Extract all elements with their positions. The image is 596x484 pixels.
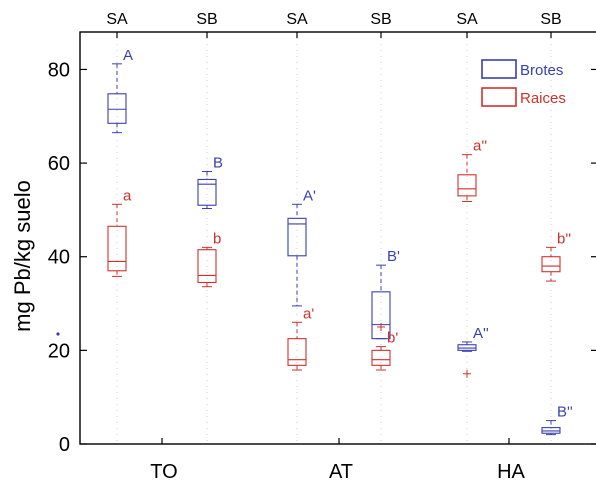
stray-dot [56, 332, 60, 336]
box: a [107, 187, 132, 277]
box-iqr [107, 225, 127, 272]
subgroup-label: SB [370, 11, 391, 28]
legend: Brotes Raices [481, 59, 566, 107]
significance-letter: a [123, 187, 132, 204]
series-brotes: A B A' B' A'' B'' [107, 47, 573, 436]
legend-entry: Raices [481, 87, 566, 107]
significance-letter: a' [303, 305, 314, 322]
subgroup-label: SB [540, 11, 561, 28]
y-tick-label: 40 [48, 247, 70, 269]
box: B [197, 155, 223, 210]
significance-letter: a'' [473, 138, 487, 155]
box-iqr [287, 338, 307, 366]
subgroup-label: SA [286, 11, 308, 28]
significance-letter: b [213, 230, 221, 247]
y-tick-label: 20 [48, 340, 70, 362]
axes: 0 20 40 60 80 SA SB SA SB SA SB TO AT HA [48, 11, 596, 483]
subgroup-label: SB [196, 11, 217, 28]
box-iqr [287, 217, 307, 257]
legend-swatch [481, 87, 517, 107]
subgroup-label: SA [456, 11, 478, 28]
box-iqr [457, 174, 477, 197]
group-label: AT [329, 461, 353, 483]
box: B'' [541, 404, 573, 436]
y-tick-label: 80 [48, 59, 70, 81]
box-iqr [197, 178, 217, 206]
subgroup-label: SA [106, 11, 128, 28]
legend-label: Raices [520, 90, 566, 107]
box-iqr [371, 291, 391, 340]
group-label: TO [150, 461, 177, 483]
box: a' [287, 305, 314, 371]
legend-label: Brotes [520, 62, 563, 79]
significance-letter: A' [303, 187, 316, 204]
y-axis-label: mg Pb/kg suelo [10, 180, 35, 332]
outlier-point [377, 322, 385, 331]
box: A [107, 47, 133, 134]
box-iqr [107, 93, 127, 124]
significance-letter: B [213, 155, 223, 172]
box: a'' [457, 138, 487, 378]
box: A'' [457, 325, 489, 352]
plot-frame [79, 31, 596, 445]
box-iqr [541, 256, 561, 273]
group-label: HA [497, 461, 525, 483]
significance-letter: b'' [557, 230, 571, 247]
box: b'' [541, 230, 571, 282]
legend-swatch [481, 59, 517, 79]
significance-letter: B' [387, 248, 400, 265]
series-raices: a b a' b' a'' b'' [107, 138, 571, 378]
significance-letter: b' [387, 330, 398, 347]
legend-entry: Brotes [481, 59, 563, 79]
significance-letter: A'' [473, 325, 489, 342]
box-iqr [197, 249, 217, 284]
significance-letter: A [123, 47, 133, 64]
box: b' [371, 322, 398, 371]
significance-letter: B'' [557, 404, 573, 421]
box-iqr [371, 349, 391, 366]
outlier-point [463, 369, 471, 378]
box: A' [287, 187, 316, 307]
y-grid [116, 32, 552, 444]
y-tick-label: 60 [48, 153, 70, 175]
y-tick-label: 0 [59, 434, 70, 456]
box: B' [371, 248, 400, 340]
box: b [197, 230, 221, 288]
box-series: A B A' B' A'' B'' a b a' b' a'' b'' [107, 47, 573, 436]
